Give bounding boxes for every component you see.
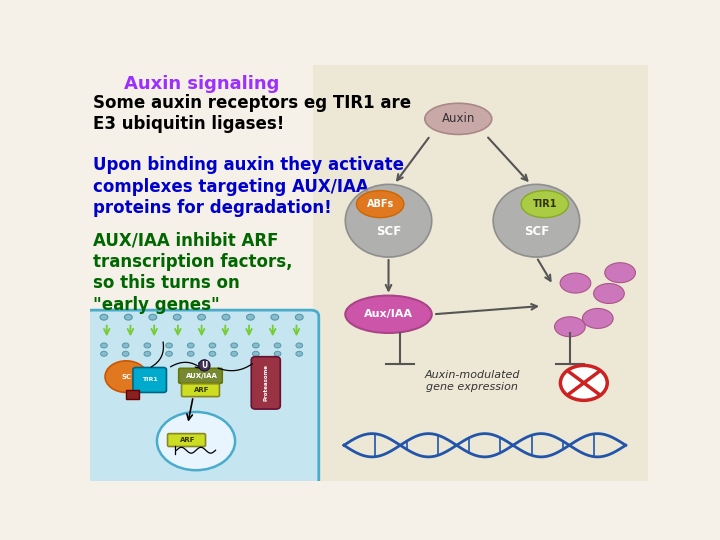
Text: SC: SC [121,374,131,380]
Text: AUX/IAA: AUX/IAA [186,373,217,379]
Circle shape [101,343,107,348]
Circle shape [274,352,281,356]
Circle shape [246,314,254,320]
Text: Some auxin receptors eg TIR1 are
E3 ubiquitin ligases!: Some auxin receptors eg TIR1 are E3 ubiq… [93,94,411,133]
Ellipse shape [554,317,585,337]
Circle shape [209,352,216,356]
Ellipse shape [425,103,492,134]
Circle shape [105,361,148,393]
Text: ABFs: ABFs [366,199,394,209]
FancyBboxPatch shape [84,310,319,487]
Ellipse shape [560,273,591,293]
Circle shape [253,352,259,356]
Text: SCF: SCF [523,225,549,238]
Circle shape [296,352,302,356]
FancyBboxPatch shape [179,368,222,383]
FancyBboxPatch shape [181,384,220,396]
Circle shape [187,343,194,348]
Circle shape [100,314,108,320]
Text: ARF: ARF [180,437,195,443]
Ellipse shape [582,308,613,328]
Circle shape [122,343,129,348]
Circle shape [144,343,150,348]
Circle shape [101,352,107,356]
Text: TIR1: TIR1 [533,199,557,209]
Circle shape [157,412,235,470]
Ellipse shape [593,284,624,303]
Text: Auxin-modulated
gene expression: Auxin-modulated gene expression [425,370,520,392]
Text: SCF: SCF [376,225,401,238]
Text: U: U [202,361,207,370]
Circle shape [174,314,181,320]
Ellipse shape [346,184,432,257]
Ellipse shape [346,295,432,333]
FancyBboxPatch shape [133,368,166,393]
FancyBboxPatch shape [126,389,138,399]
Ellipse shape [356,191,404,218]
Ellipse shape [493,184,580,257]
Circle shape [209,343,216,348]
Circle shape [166,343,172,348]
Circle shape [296,343,302,348]
Circle shape [122,352,129,356]
FancyBboxPatch shape [251,357,280,409]
Circle shape [144,352,150,356]
Circle shape [231,343,238,348]
Circle shape [231,352,238,356]
Circle shape [166,352,172,356]
Text: TIR1: TIR1 [142,377,158,382]
Circle shape [295,314,303,320]
Text: Aux/IAA: Aux/IAA [364,309,413,319]
Ellipse shape [605,263,636,282]
Text: Auxin signaling: Auxin signaling [124,75,279,93]
Text: Proteasome: Proteasome [264,364,269,401]
FancyBboxPatch shape [313,65,648,481]
Circle shape [560,366,607,400]
Circle shape [125,314,132,320]
Text: ARF: ARF [194,387,210,393]
Circle shape [271,314,279,320]
Text: AUX/IAA inhibit ARF
transcription factors,
so this turns on
"early genes": AUX/IAA inhibit ARF transcription factor… [93,231,292,314]
Circle shape [149,314,157,320]
Ellipse shape [521,191,569,218]
Circle shape [274,343,281,348]
Text: Auxin: Auxin [441,112,475,125]
Circle shape [187,352,194,356]
Circle shape [222,314,230,320]
Circle shape [198,314,205,320]
Text: Upon binding auxin they activate
complexes targeting AUX/IAA
proteins for degrad: Upon binding auxin they activate complex… [93,156,404,217]
FancyBboxPatch shape [168,434,205,447]
Circle shape [253,343,259,348]
